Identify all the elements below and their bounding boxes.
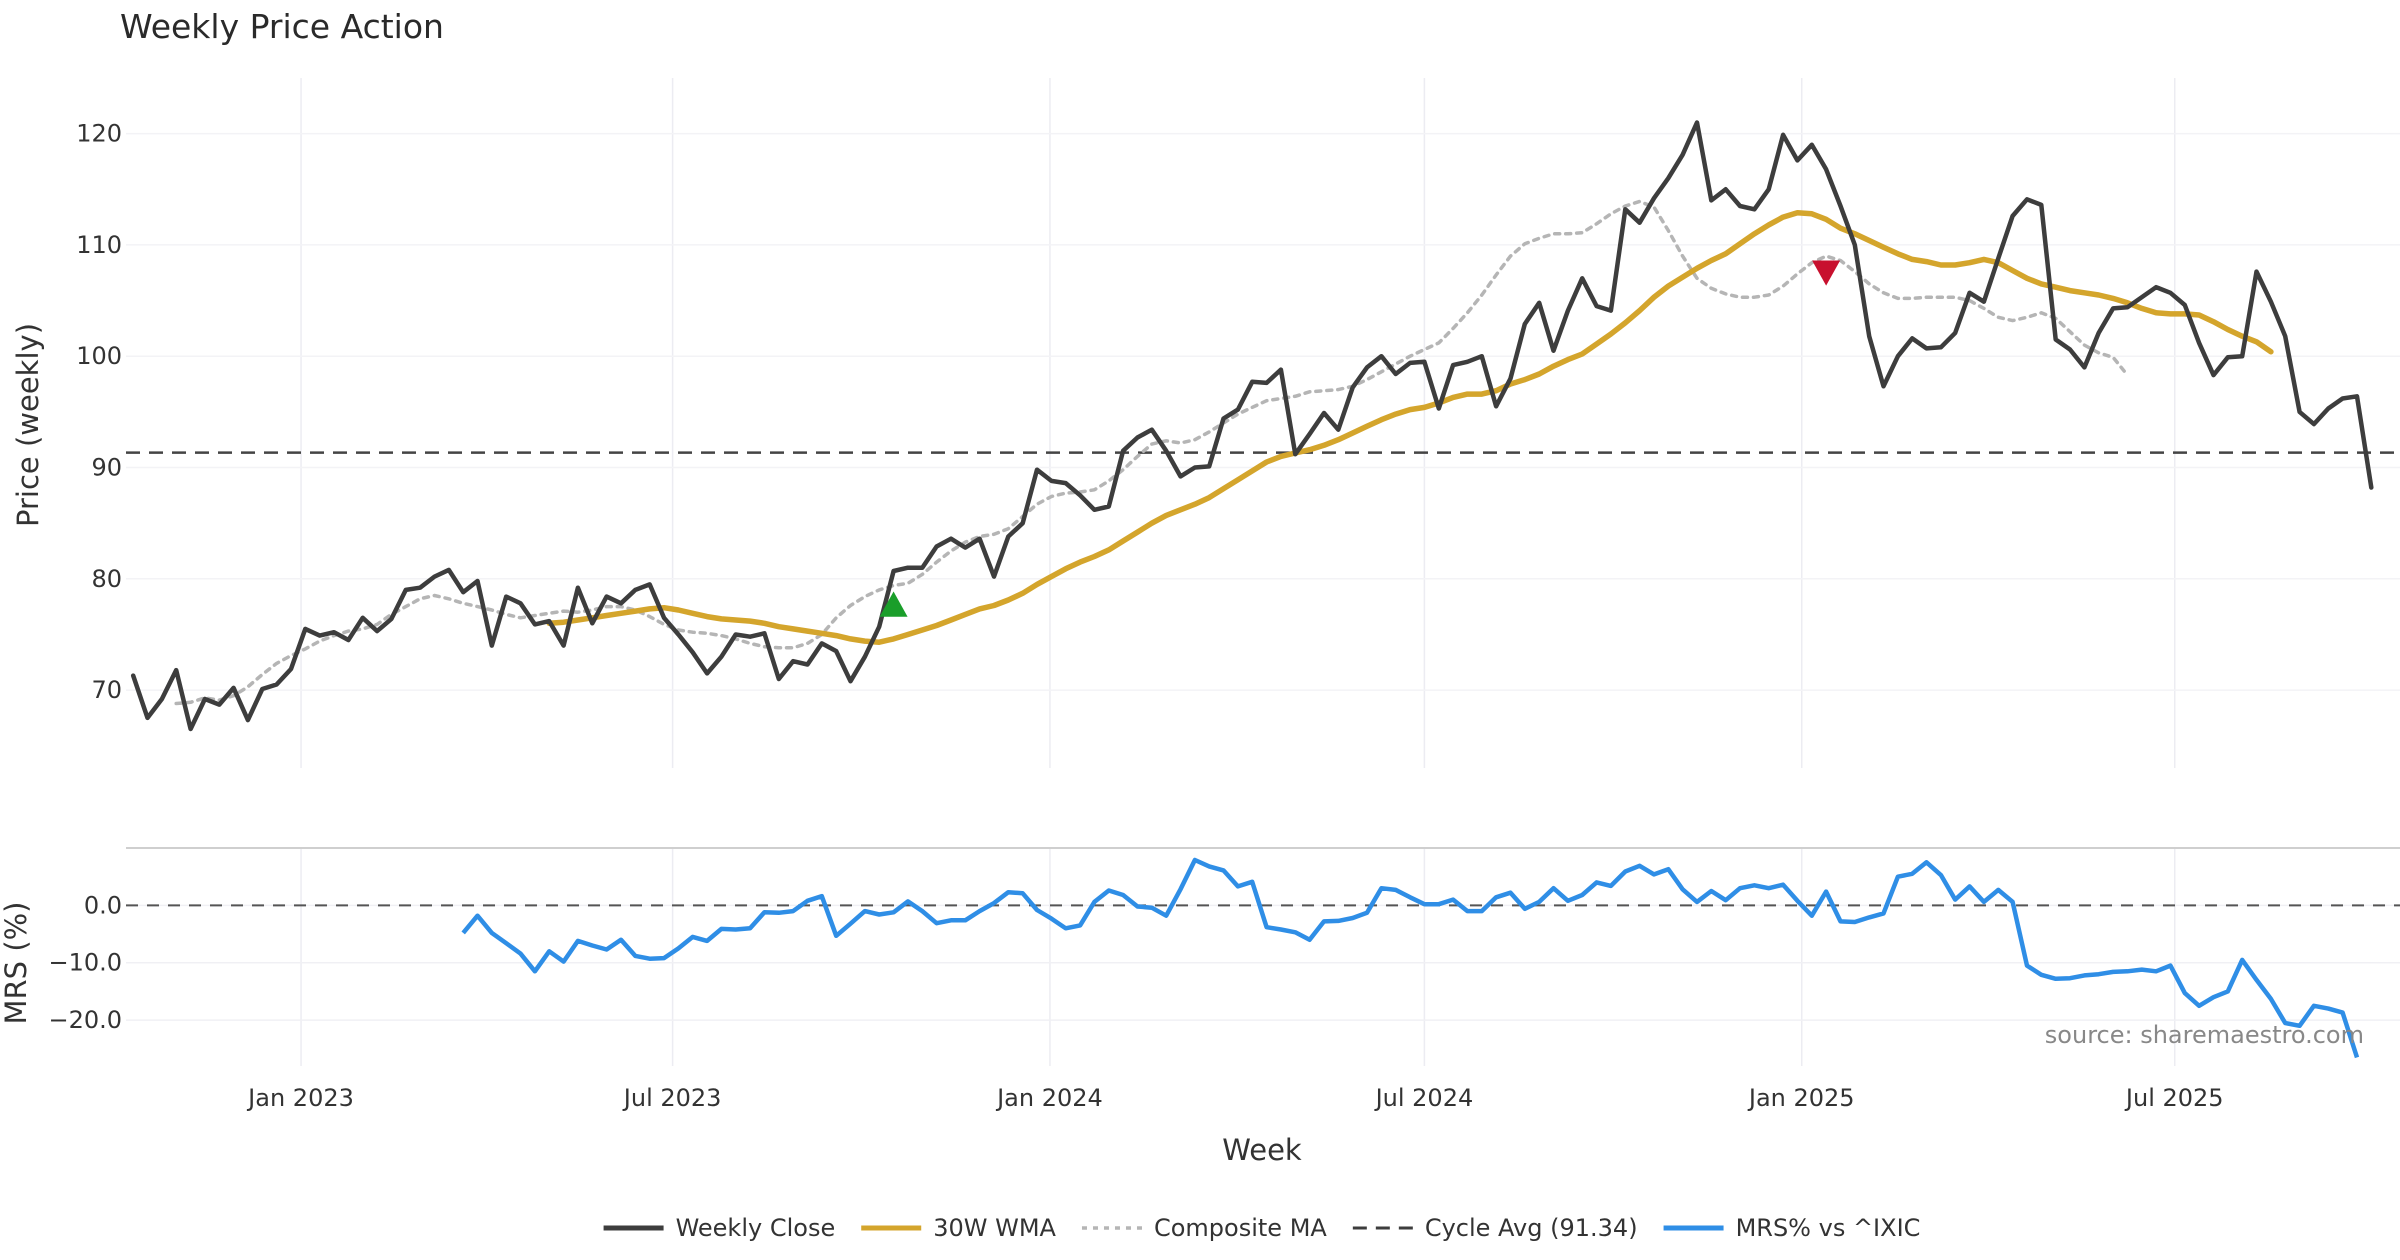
- x-tick-3: Jul 2024: [1374, 1084, 1474, 1112]
- legend-label-1: 30W WMA: [933, 1214, 1056, 1242]
- price-y-tick-70: 70: [91, 676, 122, 704]
- legend-label-2: Composite MA: [1154, 1214, 1327, 1242]
- x-tick-1: Jul 2023: [622, 1084, 722, 1112]
- x-tick-0: Jan 2023: [246, 1084, 354, 1112]
- mrs-y-tick-1: −10.0: [48, 949, 122, 977]
- price-y-tick-100: 100: [76, 342, 122, 370]
- price-y-tick-110: 110: [76, 231, 122, 259]
- chart-canvas: Weekly Price Action 70 80 90 100 110 120 0.0 −1…: [0, 0, 2400, 1260]
- mrs-y-axis-label: MRS (%): [0, 902, 33, 1025]
- mrs-y-tick-2: −20.0: [48, 1006, 122, 1034]
- x-tick-2: Jan 2024: [995, 1084, 1103, 1112]
- series: [133, 123, 2371, 1058]
- legend-label-3: Cycle Avg (91.34): [1425, 1214, 1638, 1242]
- reference-lines: [126, 453, 2400, 906]
- price-y-tick-80: 80: [91, 565, 122, 593]
- x-axis-label: Week: [1222, 1133, 1302, 1167]
- x-tick-4: Jan 2025: [1747, 1084, 1855, 1112]
- chart-title: Weekly Price Action: [120, 7, 444, 46]
- price-y-tick-90: 90: [91, 454, 122, 482]
- price-y-axis-label: Price (weekly): [11, 323, 45, 527]
- wma-30w-line: [549, 213, 2271, 643]
- mrs-y-tick-0: 0.0: [84, 891, 122, 919]
- signal-markers: [880, 260, 1841, 616]
- price-y-tick-120: 120: [76, 120, 122, 148]
- x-tick-5: Jul 2025: [2124, 1084, 2224, 1112]
- weekly-close-line: [133, 123, 2371, 730]
- source-note: source: sharemaestro.com: [2045, 1021, 2364, 1049]
- legend-label-4: MRS% vs ^IXIC: [1736, 1214, 1921, 1242]
- sell-signal-marker: [1812, 260, 1840, 285]
- legend: Weekly Close 30W WMA Composite MA Cycle Avg…: [604, 1214, 1921, 1242]
- legend-label-0: Weekly Close: [676, 1214, 836, 1242]
